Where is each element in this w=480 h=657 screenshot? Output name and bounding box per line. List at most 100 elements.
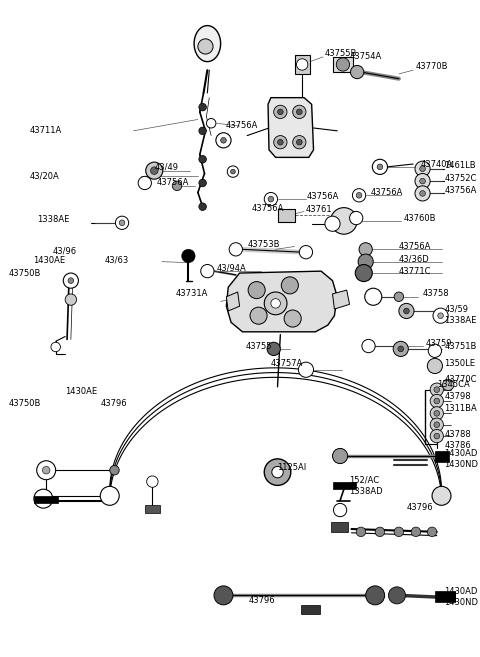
Circle shape — [434, 411, 440, 416]
Circle shape — [272, 466, 283, 478]
Circle shape — [206, 118, 216, 128]
Bar — [34, 496, 58, 503]
Text: 152/AC: 152/AC — [349, 475, 380, 484]
Circle shape — [393, 341, 408, 357]
Text: 43756A: 43756A — [444, 186, 477, 195]
Circle shape — [199, 127, 206, 135]
Text: 43770B: 43770B — [416, 62, 448, 71]
Text: 43752C: 43752C — [444, 173, 477, 183]
Text: 43758: 43758 — [422, 289, 449, 298]
Circle shape — [119, 220, 125, 225]
Circle shape — [333, 449, 348, 464]
Polygon shape — [227, 271, 337, 332]
Circle shape — [415, 186, 430, 201]
Text: 43757A: 43757A — [271, 359, 303, 368]
Text: 43788: 43788 — [444, 430, 471, 439]
Circle shape — [430, 430, 444, 443]
Circle shape — [331, 208, 357, 234]
Circle shape — [264, 459, 291, 486]
Bar — [295, 55, 310, 74]
Circle shape — [274, 135, 287, 149]
Circle shape — [199, 203, 206, 210]
Text: 43/36D: 43/36D — [399, 254, 430, 263]
Circle shape — [434, 387, 440, 392]
Text: 43/96: 43/96 — [53, 247, 77, 256]
Circle shape — [264, 193, 277, 206]
Circle shape — [443, 379, 454, 391]
Bar — [333, 482, 356, 489]
Circle shape — [438, 313, 444, 319]
Circle shape — [172, 181, 182, 191]
Bar — [277, 208, 295, 222]
Text: 1430AE: 1430AE — [33, 256, 65, 265]
Circle shape — [377, 164, 383, 170]
Circle shape — [216, 133, 231, 148]
Circle shape — [432, 486, 451, 505]
Circle shape — [198, 39, 213, 54]
Circle shape — [264, 292, 287, 315]
Circle shape — [42, 466, 50, 474]
Text: 1338AE: 1338AE — [444, 316, 477, 325]
Circle shape — [199, 103, 206, 111]
Text: 43/94A: 43/94A — [217, 264, 247, 273]
Polygon shape — [333, 290, 349, 309]
Circle shape — [434, 422, 440, 428]
Text: 43755B: 43755B — [325, 49, 357, 58]
Circle shape — [230, 170, 235, 174]
Text: 43/63: 43/63 — [105, 256, 129, 264]
Text: 43756A: 43756A — [157, 177, 190, 187]
Circle shape — [362, 340, 375, 353]
Text: 1125AI: 1125AI — [277, 463, 307, 472]
Circle shape — [349, 212, 363, 225]
Text: 43731A: 43731A — [176, 289, 208, 298]
Circle shape — [229, 242, 242, 256]
Circle shape — [115, 216, 129, 229]
Circle shape — [434, 433, 440, 439]
Text: 1311BA: 1311BA — [444, 404, 477, 413]
Circle shape — [65, 294, 76, 306]
Polygon shape — [227, 292, 240, 311]
Circle shape — [420, 178, 425, 184]
Circle shape — [277, 109, 283, 115]
Circle shape — [268, 196, 274, 202]
Text: 43798: 43798 — [444, 392, 471, 401]
Text: 43760B: 43760B — [404, 214, 436, 223]
Circle shape — [293, 105, 306, 118]
Text: 1345CA: 1345CA — [437, 380, 469, 390]
Circle shape — [399, 304, 414, 319]
Circle shape — [293, 135, 306, 149]
Text: 43750B: 43750B — [8, 269, 41, 277]
Circle shape — [356, 527, 366, 537]
Text: 43756A: 43756A — [371, 188, 403, 197]
Circle shape — [138, 176, 151, 190]
Text: 1430AD: 1430AD — [444, 587, 478, 596]
Circle shape — [34, 489, 53, 508]
Circle shape — [227, 166, 239, 177]
Circle shape — [277, 139, 283, 145]
Text: 43/49: 43/49 — [154, 162, 178, 171]
Circle shape — [375, 527, 384, 537]
Circle shape — [366, 586, 384, 605]
Text: 1430ND: 1430ND — [444, 460, 479, 469]
Circle shape — [199, 156, 206, 163]
Circle shape — [356, 193, 362, 198]
Circle shape — [36, 461, 56, 480]
Circle shape — [214, 586, 233, 605]
Circle shape — [433, 308, 448, 323]
Circle shape — [415, 161, 430, 176]
Text: 43756A: 43756A — [226, 121, 258, 129]
Text: 43711A: 43711A — [29, 126, 61, 135]
Circle shape — [411, 527, 420, 537]
Text: 43759: 43759 — [425, 339, 452, 348]
Text: 43751B: 43751B — [444, 342, 477, 351]
Circle shape — [248, 282, 265, 299]
Circle shape — [428, 344, 442, 357]
Text: 43771C: 43771C — [399, 267, 432, 276]
Circle shape — [355, 265, 372, 282]
Circle shape — [388, 587, 406, 604]
Circle shape — [334, 503, 347, 516]
Circle shape — [51, 342, 60, 351]
Circle shape — [300, 246, 312, 259]
Text: 43754A: 43754A — [349, 53, 382, 61]
Circle shape — [336, 58, 349, 71]
